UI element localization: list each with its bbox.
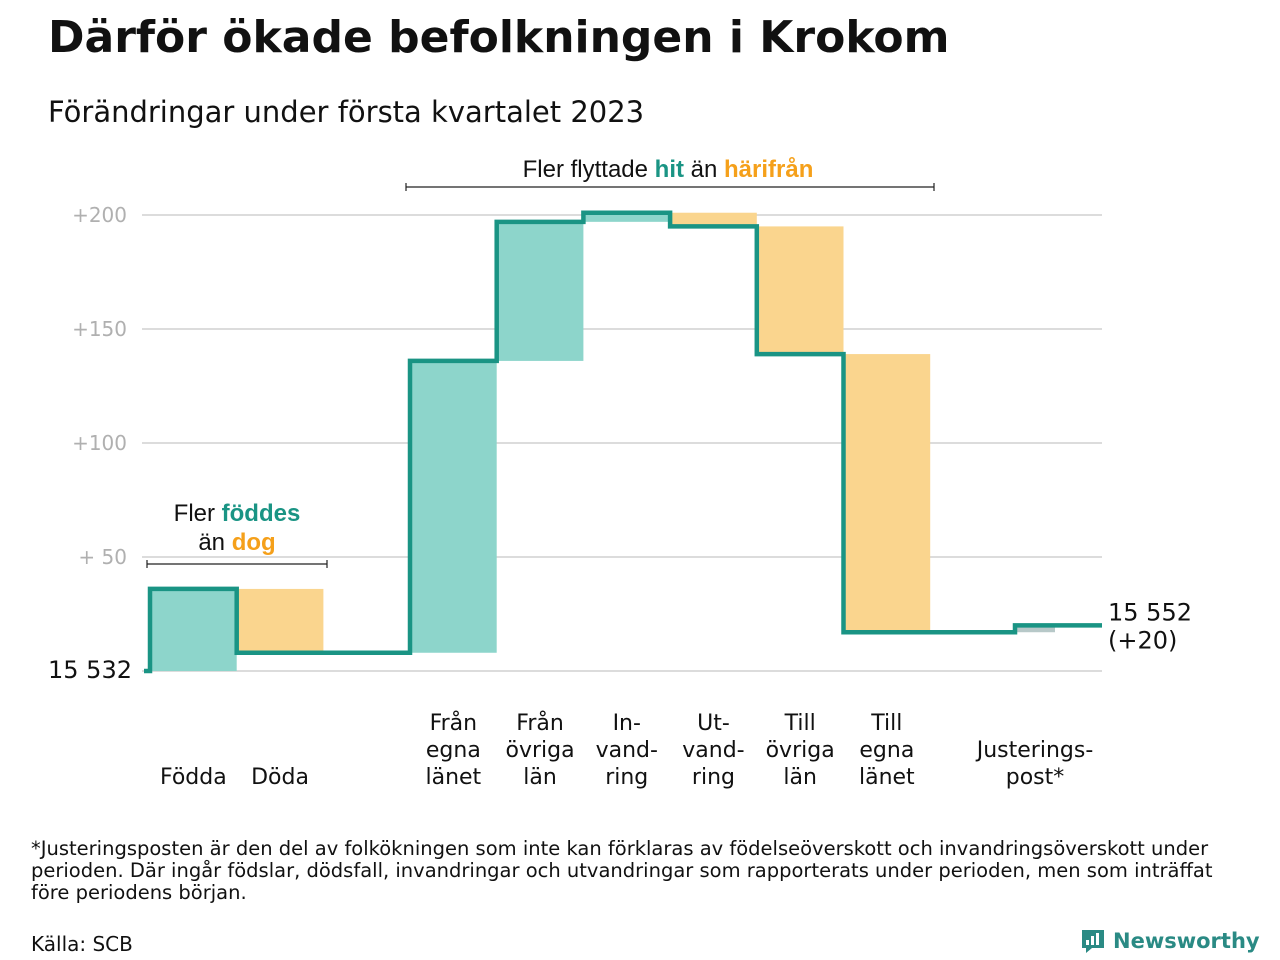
category-label: In- — [613, 711, 641, 736]
bar-till-övriga-län — [756, 226, 844, 355]
category-label: övriga — [766, 738, 835, 763]
category-label: Till — [784, 711, 816, 736]
y-tick-label: +200 — [72, 203, 127, 227]
category-label: län — [783, 765, 817, 790]
category-label: ring — [605, 765, 648, 790]
category-label: egna — [426, 738, 481, 763]
category-label: Ut- — [697, 711, 730, 736]
category-label: vand- — [682, 738, 744, 763]
brand-logo[interactable]: Newsworthy — [1080, 928, 1260, 954]
category-label: Från — [430, 710, 478, 736]
bar-från-egna-länet — [410, 360, 497, 653]
bar-döda — [236, 588, 324, 653]
category-label: Födda — [160, 765, 227, 790]
bar-invandring — [583, 212, 671, 222]
cumulative-step-line — [144, 210, 1102, 674]
bar-justeringspost — [1015, 625, 1055, 633]
end-change-label: (+20) — [1108, 626, 1177, 654]
brand-name: Newsworthy — [1113, 929, 1260, 953]
category-label: länet — [859, 765, 915, 790]
annotation-migration: Fler flyttade hit än härifrån — [523, 156, 814, 183]
category-label: ring — [692, 765, 735, 790]
category-label: län — [523, 765, 557, 790]
y-tick-label: +100 — [72, 431, 127, 455]
category-label: post* — [1006, 765, 1065, 790]
category-label: länet — [425, 765, 481, 790]
category-label: vand- — [596, 738, 658, 763]
bar-födda — [150, 588, 237, 671]
end-value-label: 15 552 — [1108, 598, 1192, 626]
bar-till-egna-länet — [843, 354, 931, 633]
category-label: övriga — [506, 738, 575, 763]
category-label: Justerings- — [975, 738, 1094, 763]
y-tick-label: + 50 — [78, 545, 127, 569]
chart-title: Därför ökade befolkningen i Krokom — [48, 12, 950, 63]
source-text: Källa: SCB — [31, 932, 133, 956]
category-label: Från — [516, 710, 564, 736]
newsworthy-logo-icon — [1082, 930, 1104, 953]
category-label: Till — [870, 711, 902, 736]
annotation-births-line2: än dog — [198, 529, 275, 556]
footnote: *Justeringsposten är den del av folkökni… — [31, 837, 1213, 904]
bar-utvandring — [670, 212, 757, 227]
category-label: egna — [859, 738, 914, 763]
bar-från-övriga-län — [496, 221, 584, 361]
annotation-births-line1: Fler föddes — [174, 500, 301, 527]
chart-subtitle: Förändringar under första kvartalet 2023 — [48, 95, 645, 129]
y-tick-label: +150 — [72, 317, 127, 341]
category-label: Döda — [251, 765, 309, 790]
start-value-label: 15 532 — [48, 656, 132, 684]
